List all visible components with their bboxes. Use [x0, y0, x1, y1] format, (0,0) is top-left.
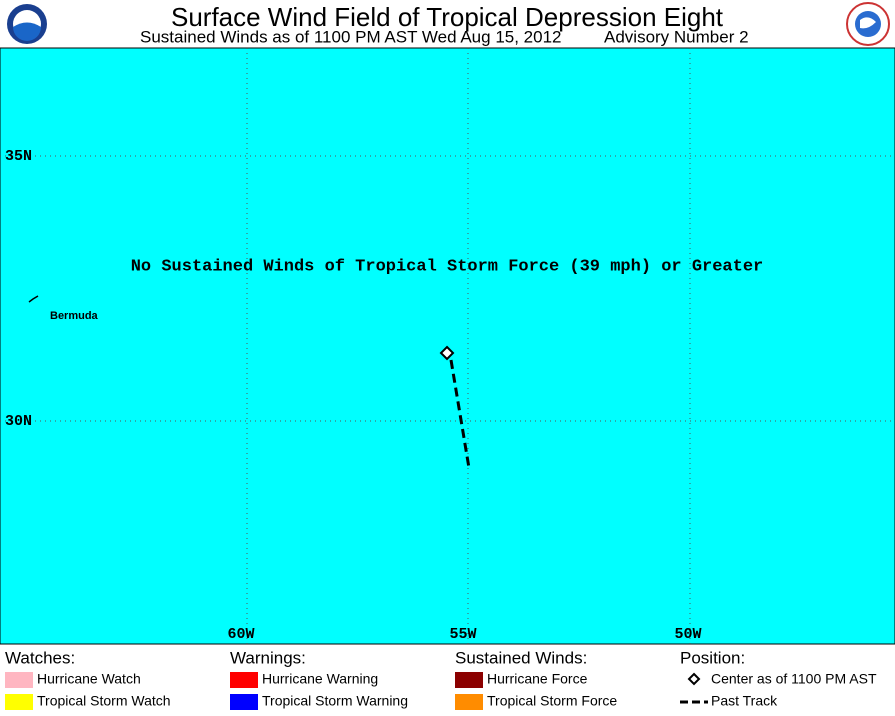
- legend-item: Hurricane Force: [487, 671, 588, 687]
- lon-label: 55W: [449, 626, 476, 643]
- swatch: [455, 672, 483, 688]
- lat-label: 35N: [5, 148, 32, 165]
- lon-label: 60W: [227, 626, 254, 643]
- swatch: [5, 694, 33, 710]
- lat-label: 30N: [5, 413, 32, 430]
- legend-center-icon: [687, 672, 701, 686]
- legend-item: Tropical Storm Force: [487, 693, 617, 709]
- legend-title: Warnings:: [230, 648, 306, 667]
- map-area: [0, 47, 895, 645]
- logo-wave: [13, 22, 41, 41]
- legend: Watches: Hurricane Watch Tropical Storm …: [5, 648, 877, 710]
- island: [28, 295, 39, 303]
- subtitle: Sustained Winds as of 1100 PM AST Wed Au…: [140, 27, 562, 46]
- legend-title: Sustained Winds:: [455, 648, 587, 667]
- swatch: [230, 694, 258, 710]
- nws-logo: [846, 2, 890, 46]
- lon-label: 50W: [674, 626, 701, 643]
- swatch: [230, 672, 258, 688]
- legend-title: Watches:: [5, 648, 75, 667]
- swatch: [455, 694, 483, 710]
- center-marker: [439, 345, 455, 361]
- message: No Sustained Winds of Tropical Storm For…: [131, 257, 764, 276]
- past-track: [449, 359, 471, 469]
- legend-item: Hurricane Watch: [37, 671, 141, 687]
- legend-item: Hurricane Warning: [262, 671, 378, 687]
- logo-cloud: [860, 17, 876, 29]
- advisory: Advisory Number 2: [604, 27, 749, 46]
- title: Surface Wind Field of Tropical Depressio…: [171, 2, 724, 32]
- legend-item: Tropical Storm Watch: [37, 693, 171, 709]
- legend-item: Tropical Storm Warning: [262, 693, 408, 709]
- legend-item: Center as of 1100 PM AST: [711, 671, 877, 687]
- swatch: [5, 672, 33, 688]
- legend-title: Position:: [680, 648, 745, 667]
- legend-item: Past Track: [711, 693, 778, 709]
- noaa-logo: [7, 4, 47, 44]
- place-label: Bermuda: [50, 310, 99, 322]
